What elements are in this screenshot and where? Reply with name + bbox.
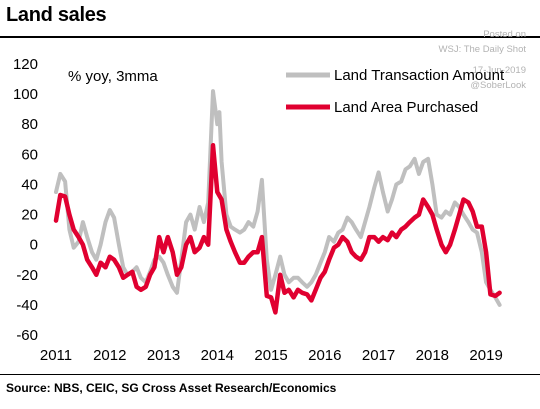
y-tick-label: 120 [13,56,38,73]
source-note: Source: NBS, CEIC, SG Cross Asset Resear… [6,381,337,395]
y-tick-label: 100 [13,86,38,103]
y-tick-label: -60 [16,327,38,344]
x-tick-label: 2017 [362,347,395,364]
x-tick-label: 2016 [308,347,341,364]
chart-legend: Land Transaction Amount Land Area Purchas… [286,67,505,116]
y-tick-label: 40 [21,176,38,193]
unit-annotation: % yoy, 3mma [68,68,158,85]
x-tick-label: 2014 [201,347,234,364]
x-tick-label: 2012 [93,347,126,364]
y-tick-label: 0 [30,237,38,254]
y-tick-label: -40 [16,297,38,314]
y-tick-label: 80 [21,116,38,133]
y-tick-label: 60 [21,146,38,163]
source-rule [0,374,540,375]
x-tick-label: 2011 [40,347,72,364]
watermark-posted: Posted on [483,29,526,40]
y-tick-label: 20 [21,207,38,224]
x-tick-label: 2018 [416,347,449,364]
series-line-land-area-purchased [53,143,502,315]
watermark-source: WSJ: The Daily Shot [438,44,526,55]
title-rule [0,36,540,38]
watermark-handle: @SoberLook [470,80,526,91]
watermark-date: 17-Jun-2019 [472,65,526,76]
chart-title: Land sales [6,4,107,26]
y-tick-label: -20 [16,267,38,284]
legend-label: Land Transaction Amount [334,67,505,84]
legend-label: Land Area Purchased [334,99,478,116]
x-tick-label: 2015 [254,347,287,364]
chart-series [53,89,502,315]
x-tick-label: 2019 [469,347,502,364]
x-tick-label: 2013 [147,347,180,364]
